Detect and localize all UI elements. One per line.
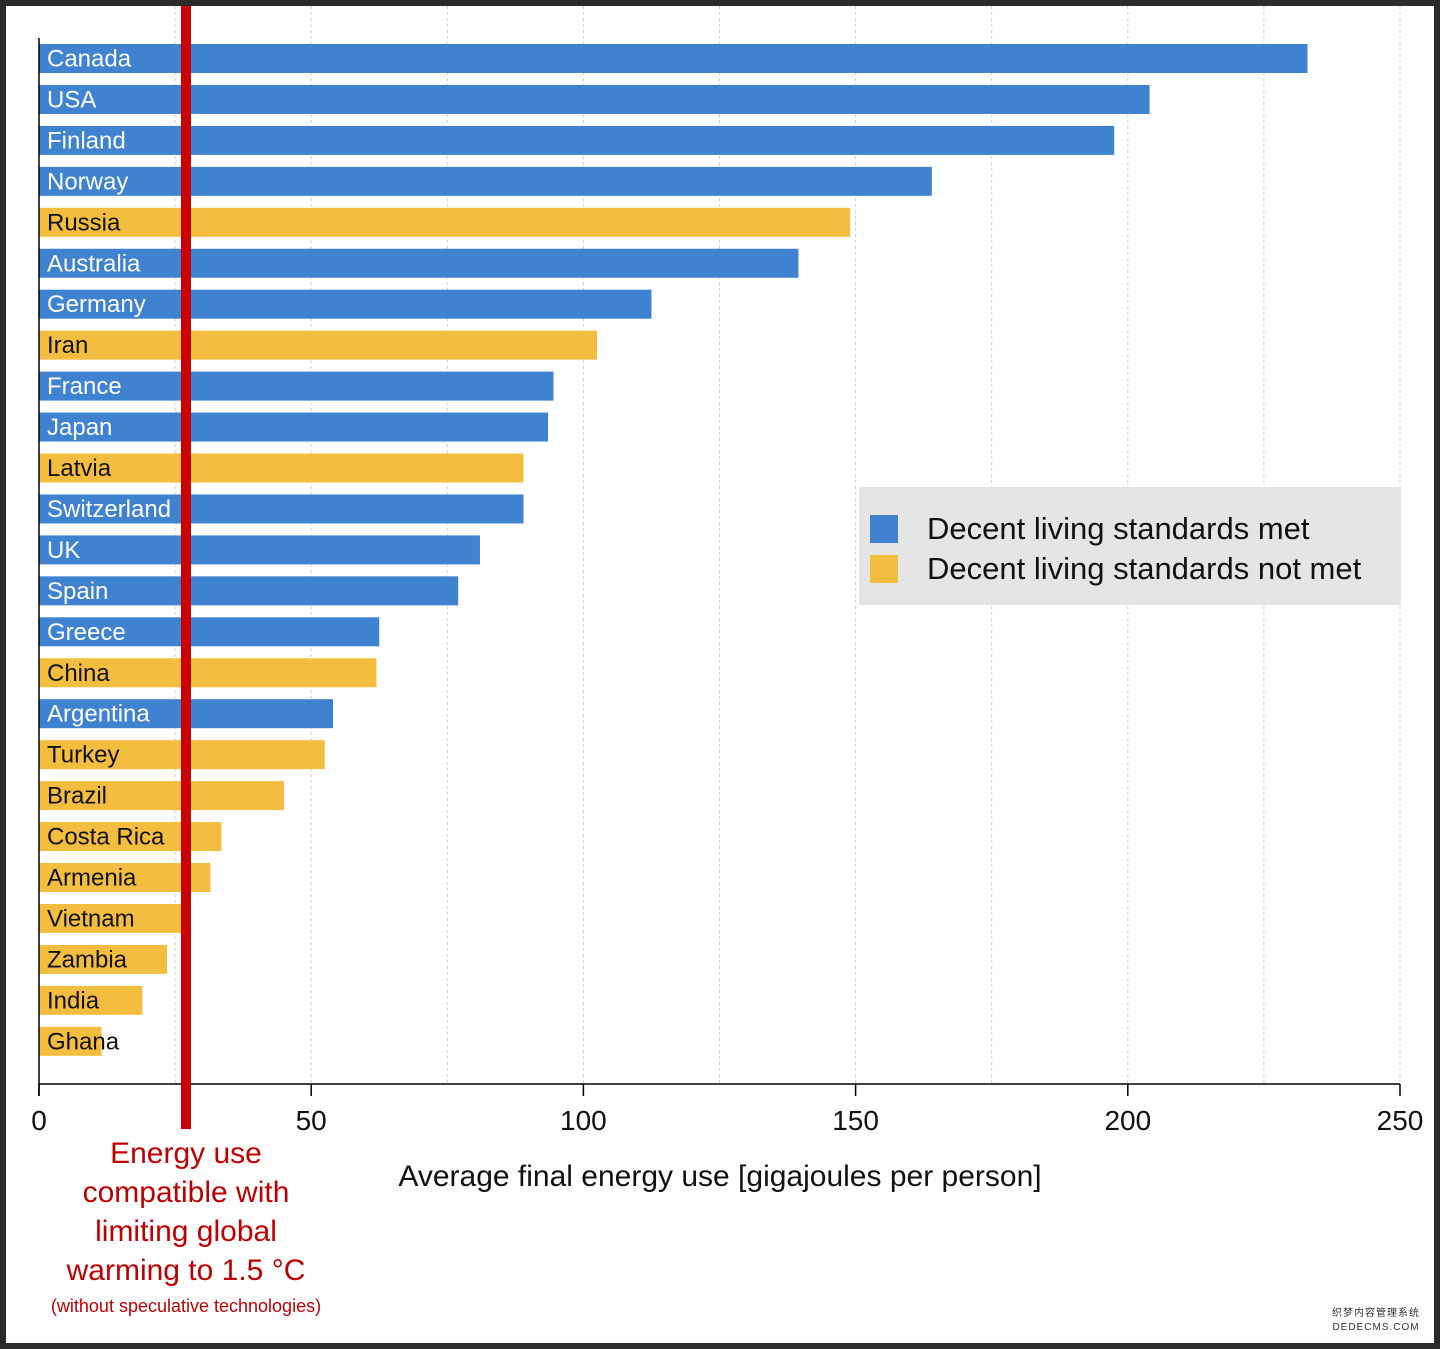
watermark-line2: DEDECMS.COM (1332, 1322, 1420, 1333)
bar (39, 781, 284, 811)
bar-label: France (47, 373, 122, 400)
bar-label: Ghana (47, 1028, 120, 1055)
bar-label: India (47, 987, 100, 1014)
tick-label: 150 (832, 1105, 879, 1136)
bar (39, 412, 549, 442)
bar-label: Costa Rica (47, 824, 165, 851)
bar (39, 576, 459, 606)
bar-label: Vietnam (47, 905, 135, 932)
legend-box (859, 487, 1401, 605)
bar (39, 658, 377, 688)
tick-label: 250 (1377, 1105, 1424, 1136)
reference-line-group: Energy use compatible with limiting global… (51, 6, 321, 1316)
bar-label: China (47, 660, 110, 687)
bar-label: Switzerland (47, 496, 171, 523)
bar (39, 903, 184, 933)
bar-label: Germany (47, 291, 146, 318)
x-axis-title: Average final energy use [gigajoules per… (398, 1160, 1041, 1193)
bar (39, 84, 1150, 114)
tick-label: 200 (1104, 1105, 1151, 1136)
energy-use-bar-chart: Canada USA Finland Norway Russia Australia Ger… (31, 6, 1423, 1316)
bar-label: Brazil (47, 783, 107, 810)
bar-label: Latvia (47, 455, 112, 482)
bar-label: Canada (47, 46, 132, 73)
x-axis: 0 50 100 150 200 250 Average final energy use … (31, 38, 1423, 1193)
bar (39, 535, 480, 565)
legend-label: Decent living standards not met (927, 551, 1362, 586)
watermark: 织梦内容管理系统 DEDECMS.COM (1324, 1307, 1428, 1337)
reference-annotation-note: (without speculative technologies) (51, 1296, 321, 1316)
bar-label: Argentina (47, 701, 150, 728)
legend-swatch (870, 555, 898, 583)
reference-annotation: compatible with (83, 1176, 290, 1209)
bar (39, 166, 932, 196)
bar-label: Australia (47, 250, 141, 277)
bar-label: Japan (47, 414, 112, 441)
bar-label: UK (47, 537, 80, 564)
bar-label: Spain (47, 578, 108, 605)
bar (39, 125, 1115, 155)
bar (39, 494, 524, 524)
bar-label: Norway (47, 168, 128, 195)
legend-swatch (870, 515, 898, 543)
bar-label: Greece (47, 619, 126, 646)
bar (39, 330, 598, 360)
bar (39, 207, 851, 237)
chart-frame: Canada USA Finland Norway Russia Australia Ger… (6, 6, 1434, 1343)
reference-line (180, 6, 191, 1129)
bar (39, 371, 554, 401)
bar (39, 944, 167, 974)
bar (39, 289, 652, 319)
reference-annotation: limiting global (95, 1215, 277, 1248)
tick-label: 50 (296, 1105, 327, 1136)
bar (39, 44, 1308, 73)
bars: Canada USA Finland Norway Russia Australia Ger… (39, 44, 1308, 1056)
bar (39, 1026, 102, 1056)
bar-label: USA (47, 86, 96, 113)
legend: Decent living standards met Decent living… (859, 487, 1401, 605)
bar (39, 617, 380, 647)
bar-label: Zambia (47, 946, 128, 973)
bar (39, 453, 524, 483)
tick-label: 0 (31, 1105, 47, 1136)
bar-label: Finland (47, 127, 126, 154)
bar-label: Russia (47, 209, 121, 236)
reference-annotation: warming to 1.5 °C (66, 1254, 306, 1287)
reference-annotation: Energy use (110, 1137, 262, 1170)
bar-label: Iran (47, 332, 88, 359)
bar-label: Armenia (47, 865, 137, 892)
bar-label: Turkey (47, 742, 119, 769)
watermark-line1: 织梦内容管理系统 (1332, 1308, 1420, 1319)
tick-label: 100 (560, 1105, 607, 1136)
bar (39, 248, 799, 278)
bar (39, 985, 143, 1015)
legend-label: Decent living standards met (927, 511, 1310, 546)
